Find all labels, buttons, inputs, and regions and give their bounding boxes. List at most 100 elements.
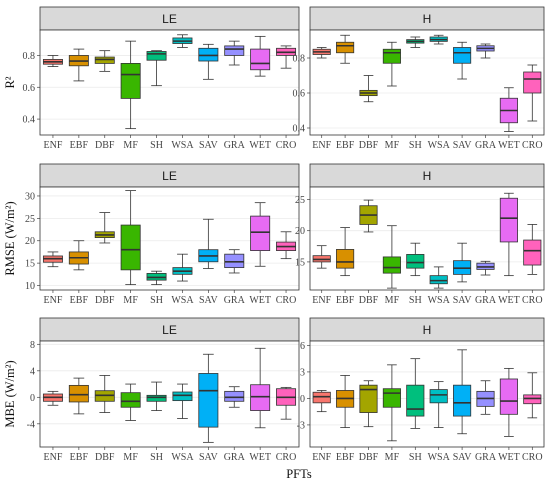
x-tick-label: SAV — [199, 140, 218, 151]
box-cro — [523, 71, 542, 94]
panel-border — [39, 29, 300, 136]
box-mf — [120, 392, 141, 408]
x-tick-label: ENF — [312, 295, 331, 306]
panel-border — [309, 340, 545, 448]
y-tick-label: -4 — [27, 419, 35, 430]
y-tick-label: 25 — [295, 195, 305, 206]
y-tick-label: 0.4 — [293, 124, 306, 135]
x-tick-label: WET — [498, 452, 520, 463]
x-tick-label: SH — [150, 452, 163, 463]
y-tick-label: 0.6 — [293, 89, 306, 100]
x-tick-label: SH — [409, 452, 422, 463]
x-tick-label: WET — [249, 452, 271, 463]
x-tick-label: SAV — [453, 140, 472, 151]
box-wet — [250, 215, 271, 251]
box-gra — [224, 253, 245, 269]
box-sh — [146, 51, 167, 61]
box-mf — [382, 48, 401, 64]
y-tick-label: 0.4 — [23, 115, 36, 126]
y-tick-label: 0 — [300, 394, 305, 405]
x-tick-label: DBF — [359, 452, 379, 463]
panel-strip-label: LE — [162, 323, 177, 337]
y-axis-label: MBE (W/m²) — [3, 360, 17, 427]
x-tick-label: GRA — [224, 140, 246, 151]
x-tick-label: WSA — [428, 295, 451, 306]
box-dbf — [359, 384, 378, 413]
box-ebf — [336, 41, 355, 54]
x-tick-label: DBF — [359, 140, 379, 151]
x-tick-label: DBF — [359, 295, 379, 306]
x-tick-label: MF — [123, 452, 138, 463]
x-tick-label: MF — [123, 295, 138, 306]
x-tick-label: CRO — [276, 295, 297, 306]
panel-strip-label: H — [423, 169, 432, 183]
x-tick-label: CRO — [522, 452, 543, 463]
x-tick-label: WSA — [171, 452, 194, 463]
panel-border — [309, 29, 545, 136]
x-tick-label: GRA — [224, 452, 246, 463]
panel-2: H ENF EBF DBF MF SH WSA SAV GRA WET CRO 0.4 0.6 0.8 — [293, 6, 545, 151]
y-tick-label: 30 — [25, 191, 35, 202]
x-tick-label: MF — [123, 140, 138, 151]
y-tick-label: 0.8 — [23, 51, 36, 62]
x-tick-label: WET — [249, 140, 271, 151]
box-mf — [382, 256, 401, 274]
x-tick-label: CRO — [276, 140, 297, 151]
x-tick-label: ENF — [43, 140, 62, 151]
x-tick-label: EBF — [336, 452, 355, 463]
x-tick-label: GRA — [224, 295, 246, 306]
x-tick-label: SAV — [453, 295, 472, 306]
panel-6: H ENF EBF DBF MF SH WSA SAV GRA WET CRO -3 0 3 6 — [297, 317, 545, 463]
x-tick-label: EBF — [70, 140, 89, 151]
x-tick-label: SAV — [453, 452, 472, 463]
x-tick-label: WSA — [171, 295, 194, 306]
x-tick-label: WSA — [428, 140, 451, 151]
y-tick-label: 6 — [300, 341, 305, 352]
x-tick-label: SAV — [199, 452, 218, 463]
x-tick-label: ENF — [312, 452, 331, 463]
x-tick-label: GRA — [475, 140, 497, 151]
x-tick-label: DBF — [95, 452, 115, 463]
box-ebf — [336, 249, 355, 269]
box-wsa — [429, 389, 448, 404]
x-tick-label: CRO — [276, 452, 297, 463]
box-sh — [406, 254, 425, 269]
y-tick-label: 8 — [30, 340, 35, 351]
plot-background — [40, 30, 299, 135]
x-tick-label: EBF — [336, 295, 355, 306]
x-tick-label: MF — [385, 295, 400, 306]
panel-border — [309, 186, 545, 291]
box-ebf — [68, 384, 89, 403]
x-tick-label: WSA — [171, 140, 194, 151]
y-axis-label: R² — [3, 76, 17, 88]
box-sh — [146, 394, 167, 402]
x-tick-label: ENF — [312, 140, 331, 151]
y-axis-label: RMSE (W/m²) — [3, 201, 17, 275]
panel-strip-label: H — [423, 12, 432, 26]
box-cro — [523, 394, 542, 405]
box-enf — [312, 391, 331, 404]
x-tick-label: GRA — [475, 295, 497, 306]
x-tick-label: GRA — [475, 452, 497, 463]
x-tick-label: WET — [498, 295, 520, 306]
x-tick-label: SH — [409, 295, 422, 306]
box-wsa — [429, 275, 448, 285]
y-tick-label: 20 — [25, 236, 35, 247]
y-tick-label: 0.6 — [23, 83, 36, 94]
box-wet — [250, 384, 271, 411]
y-tick-label: 3 — [300, 367, 305, 378]
box-mf — [120, 63, 141, 99]
y-tick-label: -3 — [297, 420, 305, 431]
y-tick-label: 0 — [30, 393, 35, 404]
x-tick-label: DBF — [95, 295, 115, 306]
panel-border — [39, 340, 300, 448]
x-tick-label: ENF — [43, 452, 62, 463]
y-tick-label: 10 — [25, 281, 35, 292]
x-tick-label: WET — [249, 295, 271, 306]
x-tick-label: WSA — [428, 452, 451, 463]
y-tick-label: 20 — [295, 226, 305, 237]
x-tick-label: MF — [385, 140, 400, 151]
y-tick-label: 15 — [25, 259, 35, 270]
box-sav — [198, 373, 219, 428]
